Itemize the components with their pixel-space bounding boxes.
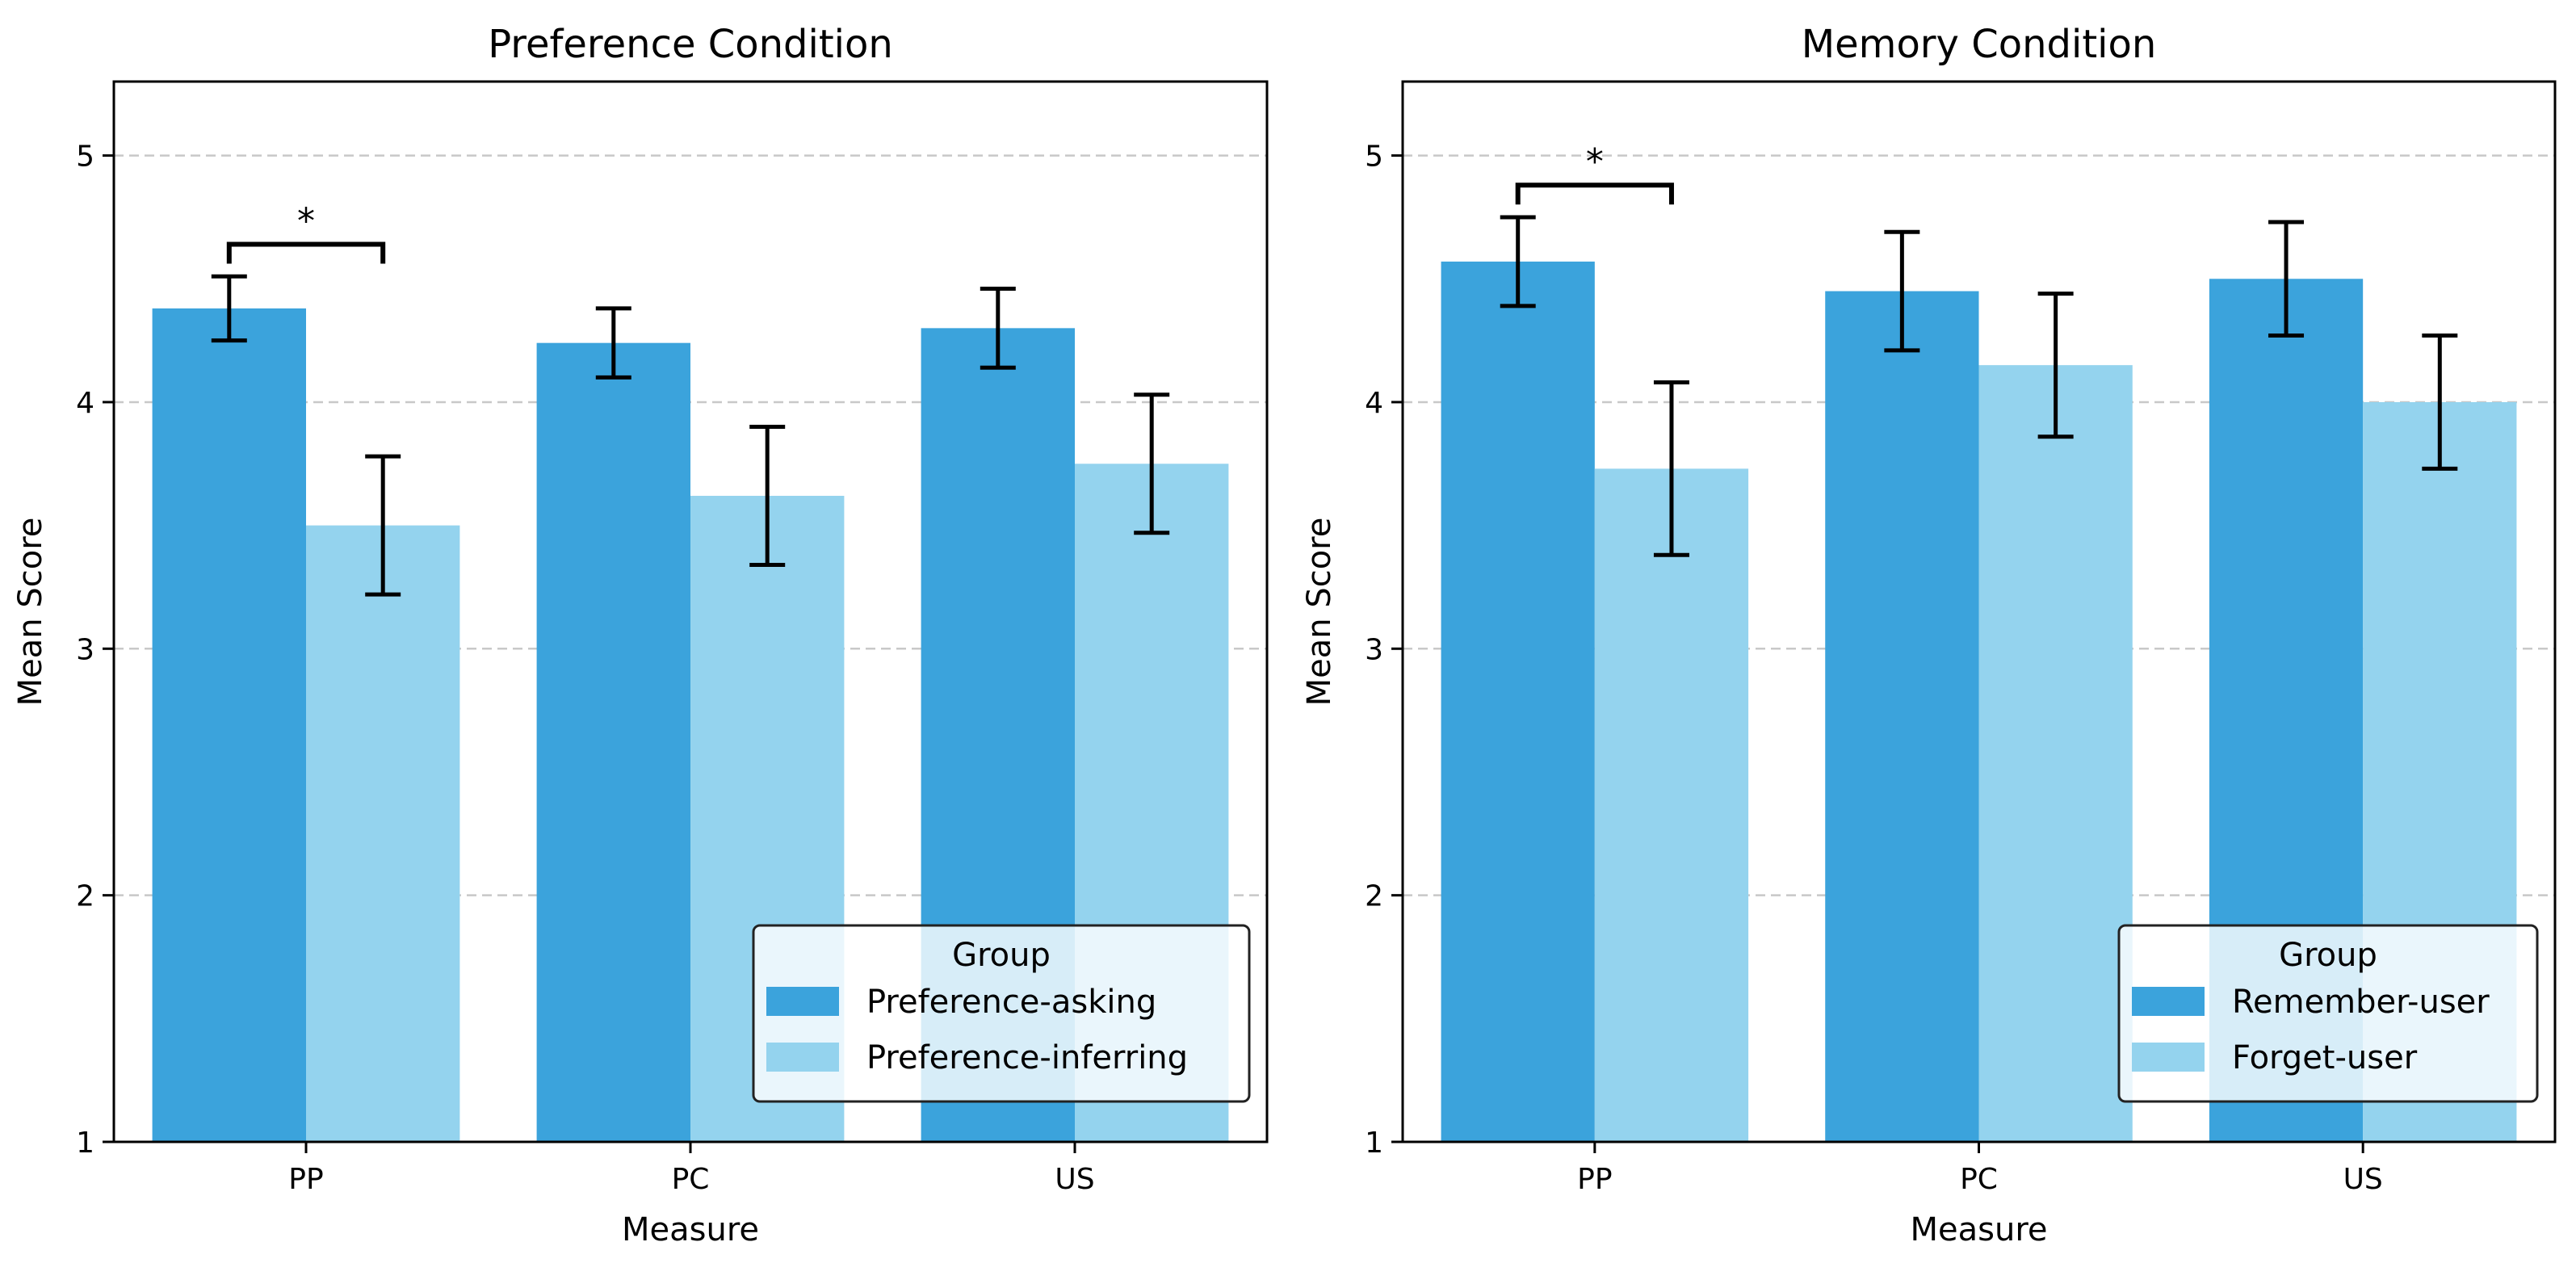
chart-title: Preference Condition	[488, 22, 893, 67]
significance-bracket: *	[226, 201, 386, 264]
legend-label: Remember-user	[2232, 984, 2490, 1021]
bar-forget-user-pp	[1594, 468, 1749, 1142]
error-bar-preference-asking-us	[980, 286, 1016, 370]
legend-swatch	[766, 987, 839, 1016]
significance-bracket-line	[1515, 183, 1674, 205]
error-bar-preference-asking-pc	[595, 306, 631, 380]
legend-box	[752, 924, 1251, 1103]
legend-swatch	[766, 1043, 839, 1072]
bar-forget-user-pc	[1978, 365, 2133, 1143]
bar-remember-user-pp	[1441, 261, 1595, 1142]
memory-condition-panel: * 1 2 3 4 5 PP PC US Memory Condition Measure Mean …	[1301, 22, 2557, 1248]
x-axis-label: Measure	[622, 1211, 759, 1248]
x-tick-label-pp: PP	[288, 1163, 323, 1196]
x-tick-label-us: US	[2343, 1163, 2383, 1196]
y-tick-label: 3	[76, 633, 94, 666]
y-tick-label: 1	[1365, 1127, 1383, 1160]
legend-entry-preference-asking: Preference-asking	[766, 984, 1156, 1021]
significance-bracket-line	[226, 241, 386, 264]
y-tick-label: 2	[1365, 880, 1383, 913]
error-bar-forget-user-pc	[2037, 292, 2074, 439]
legend-swatch	[2132, 987, 2205, 1016]
legend-box	[2117, 924, 2539, 1103]
bar-preference-inferring-pp	[306, 525, 460, 1142]
legend-entry-remember-user: Remember-user	[2132, 984, 2490, 1021]
error-bar-forget-user-us	[2422, 334, 2458, 471]
x-tick-label-pc: PC	[672, 1163, 710, 1196]
legend-label: Forget-user	[2232, 1039, 2418, 1076]
legend-title: Group	[2279, 937, 2377, 974]
x-tick-label-pp: PP	[1577, 1163, 1612, 1196]
significance-marker: *	[297, 201, 315, 242]
error-bar-remember-user-pp	[1500, 215, 1536, 308]
preference-condition-panel: * 1 2 3 4 5 PP PC US Preference Condition Measure M…	[12, 22, 1269, 1248]
y-tick-label: 4	[76, 387, 94, 420]
legend: Group Remember-user Forget-user	[2117, 924, 2539, 1103]
legend-entry-preference-inferring: Preference-inferring	[766, 1039, 1188, 1076]
bar-preference-asking-pc	[536, 342, 690, 1142]
chart-title: Memory Condition	[1802, 22, 2157, 67]
y-tick-label: 1	[76, 1127, 94, 1160]
x-tick-label-pc: PC	[1960, 1163, 1998, 1196]
error-bar-preference-inferring-pc	[749, 424, 786, 567]
y-axis-label: Mean Score	[1301, 518, 1338, 707]
y-tick-label: 5	[76, 141, 94, 174]
error-bar-remember-user-pc	[1884, 229, 1920, 353]
error-bar-preference-inferring-us	[1134, 392, 1170, 535]
significance-bracket: *	[1515, 141, 1674, 205]
error-bar-forget-user-pp	[1653, 380, 1689, 557]
significance-marker: *	[1586, 141, 1604, 183]
y-tick-label: 2	[76, 880, 94, 913]
error-bar-preference-inferring-pp	[365, 454, 401, 597]
legend-entry-forget-user: Forget-user	[2132, 1039, 2418, 1076]
y-tick-label: 5	[1365, 141, 1383, 174]
y-tick-label: 3	[1365, 633, 1383, 666]
error-bar-remember-user-us	[2268, 220, 2305, 338]
y-tick-label: 4	[1365, 387, 1383, 420]
x-axis-label: Measure	[1911, 1211, 2048, 1248]
bar-remember-user-pc	[1825, 291, 1979, 1142]
legend-label: Preference-inferring	[866, 1039, 1188, 1076]
legend: Group Preference-asking Preference-inferri…	[752, 924, 1251, 1103]
legend-title: Group	[952, 937, 1051, 974]
legend-swatch	[2132, 1043, 2205, 1072]
legend-label: Preference-asking	[866, 984, 1156, 1021]
error-bar-preference-asking-pp	[211, 274, 247, 343]
y-axis-label: Mean Score	[12, 518, 49, 707]
x-tick-label-us: US	[1055, 1163, 1094, 1196]
bar-preference-asking-pp	[152, 308, 306, 1143]
